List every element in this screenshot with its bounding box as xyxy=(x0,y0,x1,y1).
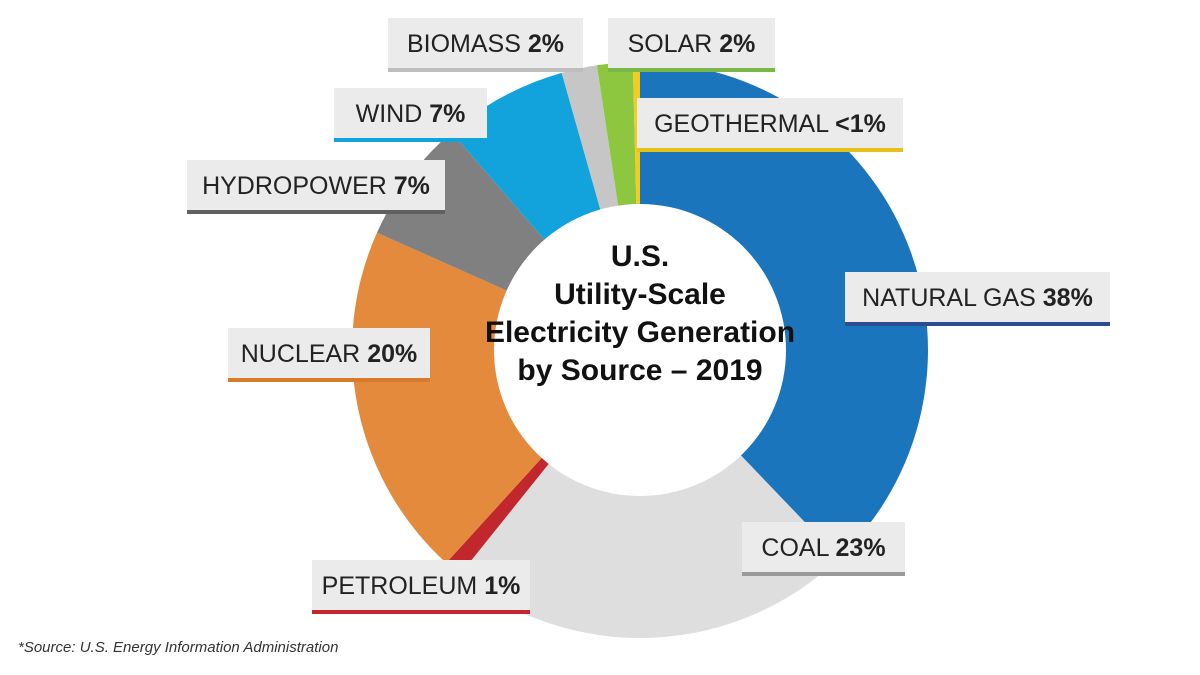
label-underline xyxy=(845,322,1110,326)
label-box xyxy=(742,522,905,572)
slice-label: PETROLEUM 1% xyxy=(322,572,521,600)
category-label: SOLAR xyxy=(628,30,713,58)
label-box xyxy=(187,160,445,210)
label-underline xyxy=(228,378,430,382)
value-label: 2% xyxy=(719,30,755,58)
value-label: 7% xyxy=(429,100,465,128)
donut-hole xyxy=(494,204,786,496)
label-underline xyxy=(312,610,530,614)
label-box xyxy=(608,18,775,68)
donut-slice xyxy=(640,62,929,559)
slice-label: SOLAR 2% xyxy=(628,30,756,58)
category-label: GEOTHERMAL xyxy=(654,110,829,138)
category-label: BIOMASS xyxy=(407,30,521,58)
slice-label: BIOMASS 2% xyxy=(407,30,564,58)
category-label: COAL xyxy=(761,534,829,562)
value-label: 20% xyxy=(367,340,417,368)
label-box xyxy=(312,560,530,610)
label-underline xyxy=(388,68,583,72)
category-label: NATURAL GAS xyxy=(862,284,1036,312)
slice-label: NUCLEAR 20% xyxy=(241,340,417,368)
chart-title: by Source – 2019 xyxy=(517,354,762,387)
value-label: 2% xyxy=(528,30,564,58)
value-label: 38% xyxy=(1043,284,1093,312)
category-label: WIND xyxy=(356,100,423,128)
value-label: 23% xyxy=(836,534,886,562)
category-label: PETROLEUM xyxy=(322,572,478,600)
label-underline xyxy=(608,68,775,72)
label-box xyxy=(845,272,1110,322)
labels: NATURAL GAS 38% COAL 23% PETROLEUM 1% NUCLE… xyxy=(187,18,1110,614)
label-underline xyxy=(187,210,445,214)
value-label: 7% xyxy=(394,172,430,200)
category-label: HYDROPOWER xyxy=(202,172,387,200)
donut-slice xyxy=(352,232,546,563)
donut xyxy=(352,62,929,639)
slice-label: COAL 23% xyxy=(761,534,885,562)
chart-title: U.S. xyxy=(611,240,669,273)
slice-label: WIND 7% xyxy=(356,100,466,128)
category-label: NUCLEAR xyxy=(241,340,360,368)
label-underline xyxy=(637,148,903,152)
donut-slice xyxy=(596,62,637,212)
donut-slice xyxy=(446,453,553,575)
chart-title: Electricity Generation xyxy=(485,316,795,349)
source-note: *Source: U.S. Energy Information Adminis… xyxy=(18,639,338,656)
value-label: 1% xyxy=(484,572,520,600)
chart-title: Utility-Scale xyxy=(554,278,726,311)
value-label: <1% xyxy=(835,110,886,138)
slice-label: HYDROPOWER 7% xyxy=(202,172,430,200)
donut-slice xyxy=(561,65,620,216)
label-box xyxy=(334,88,487,138)
donut-slice xyxy=(459,451,840,639)
slice-label: NATURAL GAS 38% xyxy=(862,284,1093,312)
label-underline xyxy=(334,138,487,142)
label-box xyxy=(388,18,583,68)
donut-slice xyxy=(451,72,602,245)
slice-label: GEOTHERMAL <1% xyxy=(654,110,886,138)
label-box xyxy=(228,328,430,378)
label-underline xyxy=(742,572,905,576)
label-box xyxy=(637,98,903,148)
